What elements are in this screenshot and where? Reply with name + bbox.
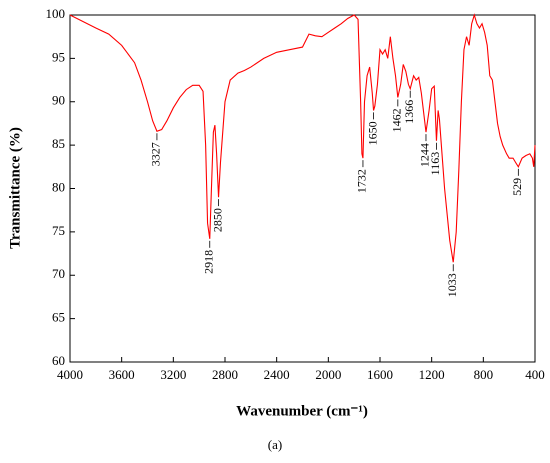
peak-label: 3327 <box>149 142 163 166</box>
peak-label: 1366 <box>402 100 416 124</box>
y-tick-label: 65 <box>52 310 65 325</box>
x-tick-label: 400 <box>525 367 545 382</box>
x-tick-label: 4000 <box>57 367 83 382</box>
y-tick-label: 75 <box>52 223 65 238</box>
y-tick-label: 100 <box>46 6 66 21</box>
spectrum-line <box>69 13 536 263</box>
y-tick-label: 80 <box>52 179 65 194</box>
x-tick-label: 3200 <box>160 367 186 382</box>
peak-label: 1650 <box>365 121 379 145</box>
peak-label: 1244 <box>418 143 432 167</box>
x-tick-label: 1200 <box>419 367 445 382</box>
x-axis-title: Wavenumber (cm⁻¹) <box>236 403 368 419</box>
caption: (a) <box>268 437 282 452</box>
peak-label: 2850 <box>210 208 224 232</box>
x-tick-label: 800 <box>474 367 494 382</box>
x-tick-label: 3600 <box>109 367 135 382</box>
peak-label: 1462 <box>390 108 404 132</box>
peak-label: 1033 <box>445 273 459 297</box>
x-tick-label: 2400 <box>264 367 290 382</box>
peak-label: 1163 <box>428 152 442 176</box>
peak-label: 1732 <box>355 169 369 193</box>
y-tick-label: 90 <box>52 93 65 108</box>
peak-label: 2918 <box>202 250 216 274</box>
x-tick-label: 2000 <box>315 367 341 382</box>
y-tick-label: 70 <box>52 266 65 281</box>
x-tick-label: 1600 <box>367 367 393 382</box>
y-tick-label: 60 <box>52 353 65 368</box>
peak-label: 529 <box>510 178 524 196</box>
y-axis-title: Transmittance (%) <box>7 127 23 249</box>
y-tick-label: 95 <box>52 49 65 64</box>
plot-frame <box>69 14 536 363</box>
y-tick-label: 85 <box>52 136 65 151</box>
x-tick-label: 2800 <box>212 367 238 382</box>
